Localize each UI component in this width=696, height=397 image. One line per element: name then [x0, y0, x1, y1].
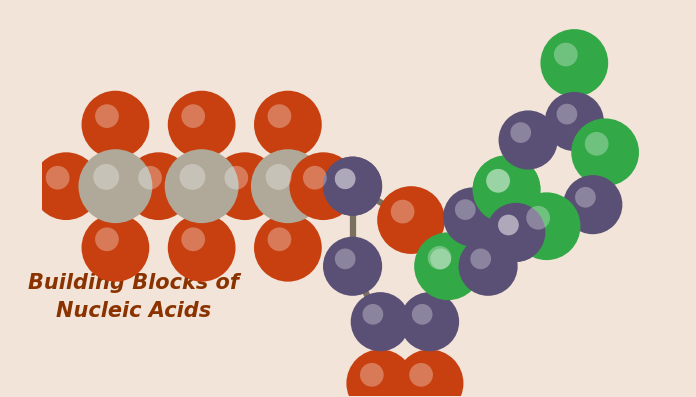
Circle shape [554, 42, 578, 66]
Circle shape [459, 237, 518, 296]
Circle shape [473, 155, 540, 223]
Circle shape [165, 149, 239, 223]
Circle shape [585, 132, 608, 156]
Circle shape [487, 203, 546, 262]
Circle shape [443, 187, 503, 247]
Circle shape [540, 29, 608, 97]
Circle shape [510, 122, 531, 143]
Circle shape [95, 227, 119, 251]
Circle shape [224, 166, 248, 190]
Circle shape [32, 152, 100, 220]
Circle shape [254, 91, 322, 158]
Circle shape [377, 186, 445, 254]
Circle shape [545, 92, 604, 151]
Circle shape [323, 237, 382, 296]
Circle shape [182, 104, 205, 128]
Circle shape [487, 203, 546, 262]
Circle shape [412, 304, 432, 325]
Circle shape [400, 292, 459, 351]
Circle shape [95, 104, 119, 128]
Circle shape [418, 237, 477, 296]
Circle shape [168, 91, 235, 158]
Circle shape [470, 249, 491, 269]
Circle shape [557, 104, 577, 125]
Circle shape [498, 110, 557, 170]
Circle shape [323, 156, 382, 216]
Circle shape [487, 169, 510, 193]
Circle shape [46, 166, 70, 190]
Circle shape [267, 104, 292, 128]
Circle shape [455, 199, 475, 220]
Circle shape [79, 149, 152, 223]
Circle shape [125, 152, 192, 220]
Circle shape [563, 175, 622, 234]
Circle shape [335, 249, 356, 269]
Circle shape [81, 91, 150, 158]
Circle shape [360, 363, 383, 387]
Circle shape [428, 246, 452, 270]
Text: Building Blocks of
Nucleic Acids: Building Blocks of Nucleic Acids [29, 273, 239, 321]
Circle shape [81, 214, 150, 281]
Circle shape [303, 166, 326, 190]
Circle shape [575, 187, 596, 208]
Circle shape [473, 155, 540, 223]
Circle shape [487, 169, 510, 193]
Circle shape [139, 166, 162, 190]
Circle shape [430, 249, 451, 269]
Circle shape [290, 152, 357, 220]
Circle shape [180, 164, 205, 190]
Circle shape [351, 292, 410, 351]
Circle shape [390, 200, 415, 224]
Circle shape [168, 214, 235, 281]
Circle shape [526, 206, 550, 229]
Circle shape [498, 215, 519, 235]
Circle shape [254, 214, 322, 281]
Circle shape [396, 349, 464, 397]
Circle shape [251, 149, 325, 223]
Circle shape [211, 152, 278, 220]
Circle shape [363, 304, 383, 325]
Circle shape [498, 215, 519, 235]
Circle shape [414, 232, 482, 300]
Circle shape [571, 118, 639, 186]
Circle shape [266, 164, 292, 190]
Circle shape [409, 363, 433, 387]
Circle shape [513, 192, 580, 260]
Circle shape [93, 164, 119, 190]
Circle shape [335, 168, 356, 189]
Circle shape [267, 227, 292, 251]
Circle shape [182, 227, 205, 251]
Circle shape [323, 156, 382, 216]
Circle shape [335, 168, 356, 189]
Circle shape [347, 349, 414, 397]
